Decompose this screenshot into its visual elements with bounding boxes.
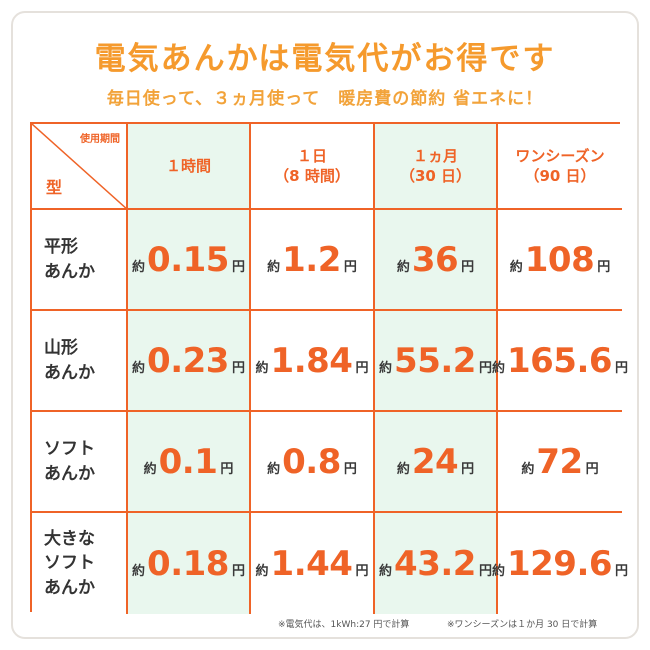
suffix-yen: 円: [343, 461, 357, 477]
row-label-line: ソフト: [44, 553, 95, 574]
suffix-yen: 円: [231, 259, 245, 275]
value-number: 0.23: [147, 340, 229, 381]
value-number: 72: [536, 441, 583, 482]
suffix-yen: 円: [615, 563, 629, 579]
suffix-yen: 円: [461, 259, 475, 275]
row-label-line: 平形: [44, 236, 78, 257]
value-cell: 約 108 円: [498, 210, 622, 311]
value-cell: 約 165.6 円: [492, 311, 628, 412]
value-number: 55.2: [394, 340, 476, 381]
prefix-approx: 約: [255, 563, 269, 579]
suffix-yen: 円: [478, 563, 492, 579]
header-one-season: ワンシーズン （90 日）: [498, 124, 622, 210]
header-line1: １時間: [165, 156, 211, 175]
corner-label-period: 使用期間: [80, 134, 120, 145]
value-number: 129.6: [506, 543, 613, 584]
row-label-soft-anka: ソフト あんか: [32, 412, 128, 513]
row-label-line: 大きな: [44, 528, 95, 549]
value-number: 1.44: [270, 543, 353, 584]
prefix-approx: 約: [509, 259, 523, 275]
header-line1: １ヵ月: [412, 146, 458, 165]
value-cell: 約 0.8 円: [251, 412, 375, 513]
value-cell: 約 0.23 円: [128, 311, 251, 412]
prefix-approx: 約: [267, 259, 281, 275]
value-cell: 約 72 円: [498, 412, 622, 513]
prefix-approx: 約: [396, 461, 410, 477]
footnote-season-length: ※ワンシーズンは１か月 30 日で計算: [447, 620, 598, 630]
prefix-approx: 約: [132, 259, 146, 275]
suffix-yen: 円: [585, 461, 599, 477]
suffix-yen: 円: [478, 360, 492, 376]
header-1-month: １ヵ月 （30 日）: [375, 124, 498, 210]
value-cell: 約 1.2 円: [251, 210, 375, 311]
row-label-large-soft-anka: 大きな ソフト あんか: [32, 513, 128, 614]
suffix-yen: 円: [220, 461, 234, 477]
value-number: 0.1: [158, 441, 218, 482]
suffix-yen: 円: [461, 461, 475, 477]
header-line2: （90 日）: [524, 167, 596, 185]
prefix-approx: 約: [396, 259, 410, 275]
prefix-approx: 約: [132, 360, 146, 376]
page-title: 電気あんかは電気代がお得です: [94, 41, 556, 77]
cost-table: 使用期間 型 １時間 １日 （8 時間） １ヵ月 （30 日） ワンシーズン （…: [30, 122, 628, 614]
value-number: 36: [411, 239, 459, 280]
value-number: 0.18: [147, 543, 229, 584]
row-label-line: ソフト: [44, 438, 95, 459]
prefix-approx: 約: [132, 563, 146, 579]
suffix-yen: 円: [231, 563, 245, 579]
header-line1: ワンシーズン: [515, 146, 605, 165]
row-label-line: 山形: [44, 337, 78, 358]
value-cell: 約 1.84 円: [251, 311, 375, 412]
suffix-yen: 円: [343, 259, 357, 275]
value-cell: 約 55.2 円: [375, 311, 498, 412]
suffix-yen: 円: [615, 360, 629, 376]
value-cell: 約 129.6 円: [492, 513, 628, 614]
header-line2: （30 日）: [399, 167, 472, 185]
header-1-day: １日 （8 時間）: [251, 124, 375, 210]
row-label-line: あんか: [44, 577, 95, 598]
suffix-yen: 円: [231, 360, 245, 376]
suffix-yen: 円: [597, 259, 611, 275]
value-number: 24: [411, 441, 459, 482]
corner-label-type: 型: [46, 178, 63, 197]
row-label-line: あんか: [44, 362, 95, 383]
footnote-electricity-rate: ※電気代は、1kWh:27 円で計算: [278, 620, 410, 630]
value-number: 43.2: [394, 543, 476, 584]
value-number: 0.15: [147, 239, 229, 280]
prefix-approx: 約: [491, 563, 505, 579]
header-line2: （8 時間）: [274, 167, 350, 185]
row-label-line: あんか: [44, 261, 95, 282]
prefix-approx: 約: [521, 461, 535, 477]
value-cell: 約 24 円: [375, 412, 498, 513]
value-cell: 約 36 円: [375, 210, 498, 311]
row-label-flat-anka: 平形 あんか: [32, 210, 128, 311]
prefix-approx: 約: [255, 360, 269, 376]
value-number: 165.6: [506, 340, 613, 381]
prefix-approx: 約: [267, 461, 281, 477]
suffix-yen: 円: [355, 360, 369, 376]
page-subtitle: 毎日使って、３ヵ月使って 暖房費の節約 省エネに！: [106, 89, 544, 109]
value-number: 1.2: [282, 239, 341, 280]
value-cell: 約 1.44 円: [251, 513, 375, 614]
corner-cell: 使用期間 型: [32, 124, 128, 210]
prefix-approx: 約: [379, 563, 393, 579]
value-cell: 約 0.1 円: [128, 412, 251, 513]
value-cell: 約 0.15 円: [128, 210, 251, 311]
prefix-approx: 約: [143, 461, 157, 477]
suffix-yen: 円: [355, 563, 369, 579]
value-number: 1.84: [270, 340, 353, 381]
value-cell: 約 43.2 円: [375, 513, 498, 614]
value-number: 0.8: [282, 441, 341, 482]
prefix-approx: 約: [379, 360, 393, 376]
header-1-hour: １時間: [128, 124, 251, 210]
value-number: 108: [524, 239, 595, 280]
corner-diagonal: [32, 124, 126, 208]
value-cell: 約 0.18 円: [128, 513, 251, 614]
prefix-approx: 約: [491, 360, 505, 376]
header-line1: １日: [296, 146, 327, 165]
row-label-line: あんか: [44, 463, 95, 484]
row-label-mountain-anka: 山形 あんか: [32, 311, 128, 412]
